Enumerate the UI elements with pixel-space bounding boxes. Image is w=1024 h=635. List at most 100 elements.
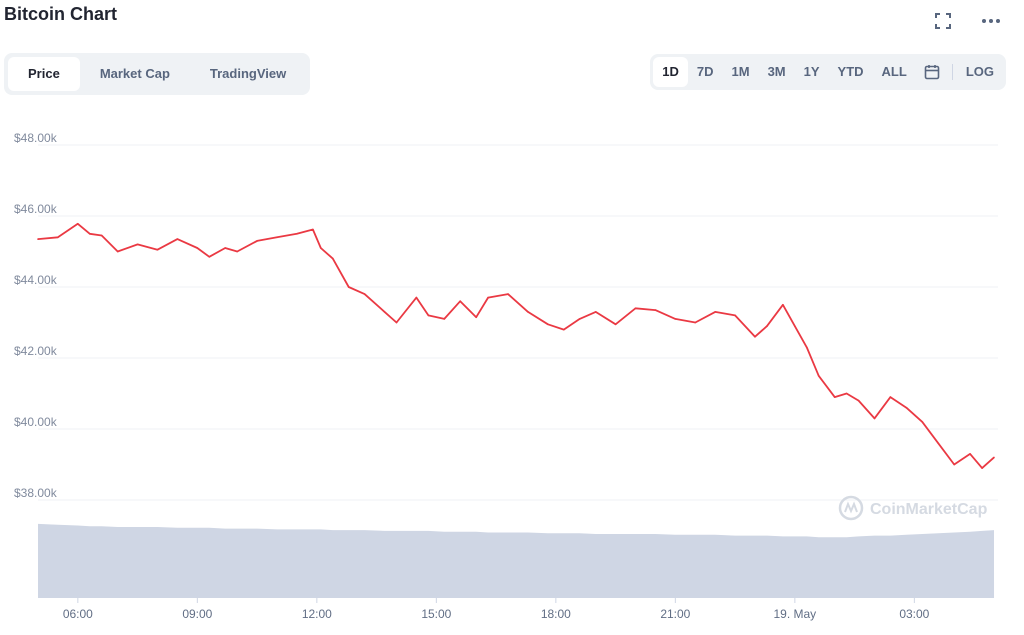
price-point bbox=[766, 325, 768, 327]
tab-market-cap[interactable]: Market Cap bbox=[99, 66, 170, 81]
x-tick-label: 06:00 bbox=[63, 607, 93, 621]
price-point bbox=[714, 311, 716, 313]
more-icon[interactable] bbox=[980, 10, 1002, 32]
price-point bbox=[527, 311, 529, 313]
x-tick-label: 21:00 bbox=[660, 607, 690, 621]
y-tick-label: $48.00k bbox=[14, 131, 58, 145]
price-point bbox=[276, 236, 278, 239]
range-1y-button[interactable]: 1Y bbox=[803, 64, 820, 79]
y-tick-label: $42.00k bbox=[14, 344, 58, 358]
expand-icon[interactable] bbox=[932, 10, 954, 32]
price-point bbox=[937, 442, 939, 445]
price-point bbox=[156, 248, 159, 251]
price-point bbox=[57, 236, 59, 239]
price-point bbox=[754, 335, 756, 338]
range-1m-button[interactable]: 1M bbox=[731, 64, 750, 79]
price-point bbox=[347, 286, 350, 288]
price-point bbox=[487, 296, 489, 299]
price-line-layer bbox=[37, 222, 995, 470]
price-point bbox=[794, 325, 796, 327]
price-point bbox=[873, 417, 876, 420]
price-point bbox=[312, 228, 314, 231]
price-point bbox=[817, 375, 820, 377]
calendar-icon[interactable] bbox=[916, 57, 948, 87]
price-point bbox=[208, 255, 211, 258]
price-point bbox=[694, 321, 697, 324]
price-point bbox=[256, 240, 258, 242]
price-point bbox=[363, 293, 366, 295]
x-tick-label: 09:00 bbox=[182, 607, 212, 621]
volume-series bbox=[38, 523, 995, 598]
view-tabs: Price Market Cap TradingView bbox=[4, 53, 311, 95]
x-axis-ticks: 06:00 09:00 12:00 15:00 18:00 21:00 19. May 03:… bbox=[63, 598, 930, 621]
top-actions bbox=[932, 10, 1002, 32]
y-tick-label: $40.00k bbox=[14, 415, 58, 429]
price-point bbox=[224, 247, 226, 249]
price-point bbox=[136, 243, 139, 246]
price-point bbox=[905, 406, 908, 409]
price-point bbox=[443, 318, 446, 320]
range-divider bbox=[951, 64, 953, 80]
x-tick-label: 18:00 bbox=[541, 607, 571, 621]
x-tick-label: 19. May bbox=[774, 607, 817, 621]
price-point bbox=[507, 293, 509, 295]
volume-area bbox=[38, 523, 995, 598]
range-ytd-button[interactable]: YTD bbox=[837, 64, 864, 79]
x-tick-label: 12:00 bbox=[302, 607, 332, 621]
page-title: Bitcoin Chart bbox=[4, 4, 118, 24]
coinmarketcap-logo-icon bbox=[838, 495, 864, 521]
price-point bbox=[415, 296, 418, 299]
x-tick-label: 15:00 bbox=[421, 607, 451, 621]
price-point bbox=[782, 304, 784, 306]
price-point bbox=[981, 467, 983, 469]
price-point bbox=[833, 396, 836, 398]
tab-price[interactable]: Price bbox=[8, 57, 80, 91]
price-point bbox=[634, 307, 637, 310]
price-point bbox=[889, 396, 892, 398]
range-3m-button[interactable]: 3M bbox=[767, 64, 786, 79]
range-selector: 1D 7D 1M 3M 1Y YTD ALL LOG bbox=[650, 54, 1006, 90]
price-point bbox=[654, 309, 657, 311]
x-tick-label: 03:00 bbox=[899, 607, 929, 621]
range-1d-button[interactable]: 1D bbox=[653, 57, 688, 87]
price-point bbox=[845, 392, 848, 395]
price-point bbox=[395, 321, 398, 324]
price-point bbox=[236, 250, 238, 253]
log-scale-button[interactable]: LOG bbox=[965, 64, 994, 79]
price-point bbox=[116, 250, 119, 253]
y-tick-label: $38.00k bbox=[14, 486, 58, 500]
price-point bbox=[857, 399, 860, 402]
tab-tradingview[interactable]: TradingView bbox=[209, 66, 287, 81]
price-point bbox=[100, 234, 103, 237]
price-point bbox=[674, 318, 677, 320]
grid-lines bbox=[38, 144, 998, 501]
price-point bbox=[427, 314, 430, 317]
price-point bbox=[993, 456, 995, 459]
y-axis-ticks: $48.00k $46.00k $44.00k $42.00k $40.00k $38.0… bbox=[14, 131, 58, 500]
price-point bbox=[953, 463, 955, 466]
range-7d-button[interactable]: 7D bbox=[696, 64, 714, 79]
coinmarketcap-watermark: CoinMarketCap bbox=[838, 495, 988, 521]
price-point bbox=[614, 323, 617, 326]
price-point bbox=[594, 311, 597, 313]
price-point bbox=[77, 223, 79, 225]
price-point bbox=[475, 316, 478, 319]
price-point bbox=[969, 453, 971, 455]
price-point bbox=[89, 233, 91, 235]
y-tick-label: $44.00k bbox=[14, 273, 58, 287]
price-point bbox=[547, 323, 549, 326]
price-point bbox=[196, 247, 199, 249]
price-point bbox=[563, 328, 565, 331]
range-all-button[interactable]: ALL bbox=[881, 64, 907, 79]
price-point bbox=[921, 421, 924, 423]
price-point bbox=[806, 346, 808, 349]
price-point bbox=[176, 238, 179, 240]
price-point bbox=[734, 314, 736, 317]
price-point bbox=[383, 311, 386, 313]
price-line bbox=[37, 222, 995, 470]
price-point bbox=[37, 238, 39, 240]
price-point bbox=[332, 257, 334, 260]
price-point bbox=[296, 233, 298, 235]
watermark-text: CoinMarketCap bbox=[870, 501, 988, 518]
